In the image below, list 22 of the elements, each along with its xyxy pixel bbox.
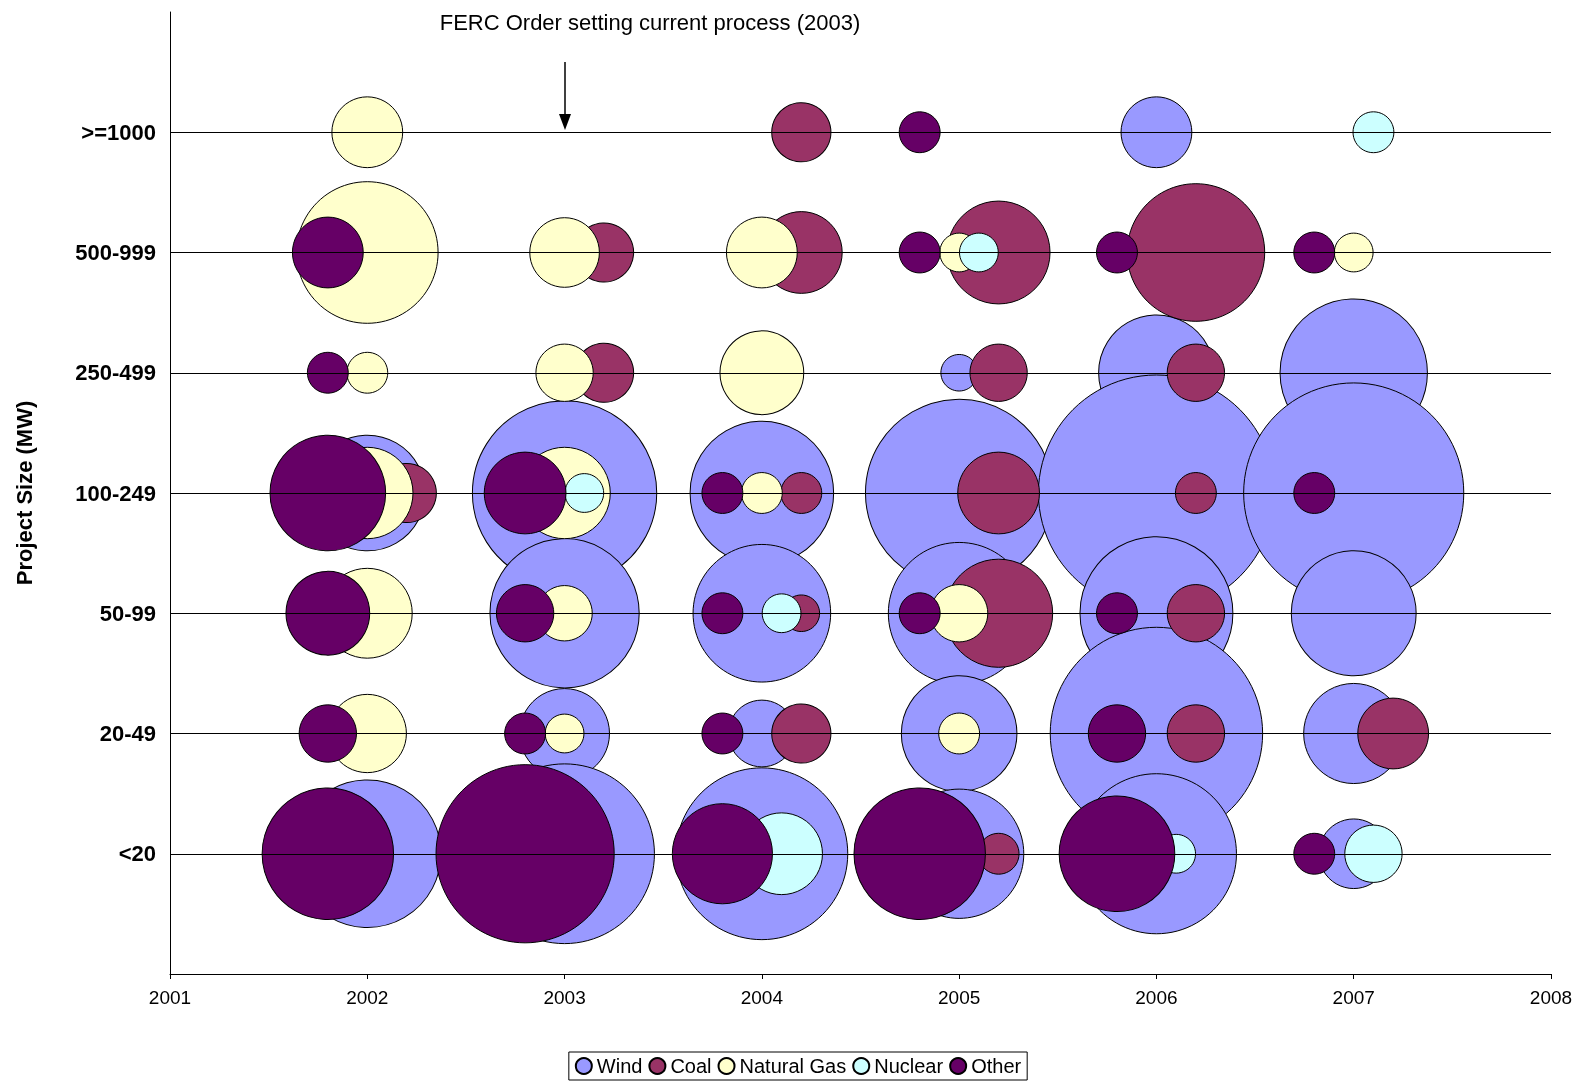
y-tick-label: >=1000 bbox=[81, 119, 156, 145]
legend-label: Other bbox=[971, 1055, 1022, 1077]
x-tick-label: 2006 bbox=[1135, 987, 1178, 1008]
y-tick-label: 250-499 bbox=[75, 360, 156, 386]
annotation: FERC Order setting current process (2003) bbox=[439, 10, 861, 36]
y-axis-title: Project Size (MW) bbox=[11, 400, 37, 586]
x-tick-label: 2007 bbox=[1332, 987, 1375, 1008]
x-tick-label: 2008 bbox=[1529, 987, 1573, 1008]
y-tick-label: 500-999 bbox=[75, 240, 156, 265]
legend-label: Coal bbox=[670, 1055, 712, 1077]
y-tick-label: 50-99 bbox=[99, 600, 156, 626]
x-tick-label: 2002 bbox=[346, 987, 389, 1008]
y-tick-label: <20 bbox=[118, 841, 156, 867]
legend-label: Natural Gas bbox=[739, 1055, 847, 1077]
x-tick-label: 2001 bbox=[148, 987, 192, 1008]
y-tick-label: 20-49 bbox=[99, 721, 156, 746]
x-tick-label: 2005 bbox=[938, 987, 981, 1008]
x-tick-label: 2004 bbox=[740, 987, 784, 1008]
y-tick-label: 100-249 bbox=[75, 480, 156, 506]
x-tick-label: 2003 bbox=[543, 987, 586, 1008]
legend-label: Wind bbox=[596, 1055, 643, 1077]
legend-label: Nuclear bbox=[874, 1055, 944, 1077]
